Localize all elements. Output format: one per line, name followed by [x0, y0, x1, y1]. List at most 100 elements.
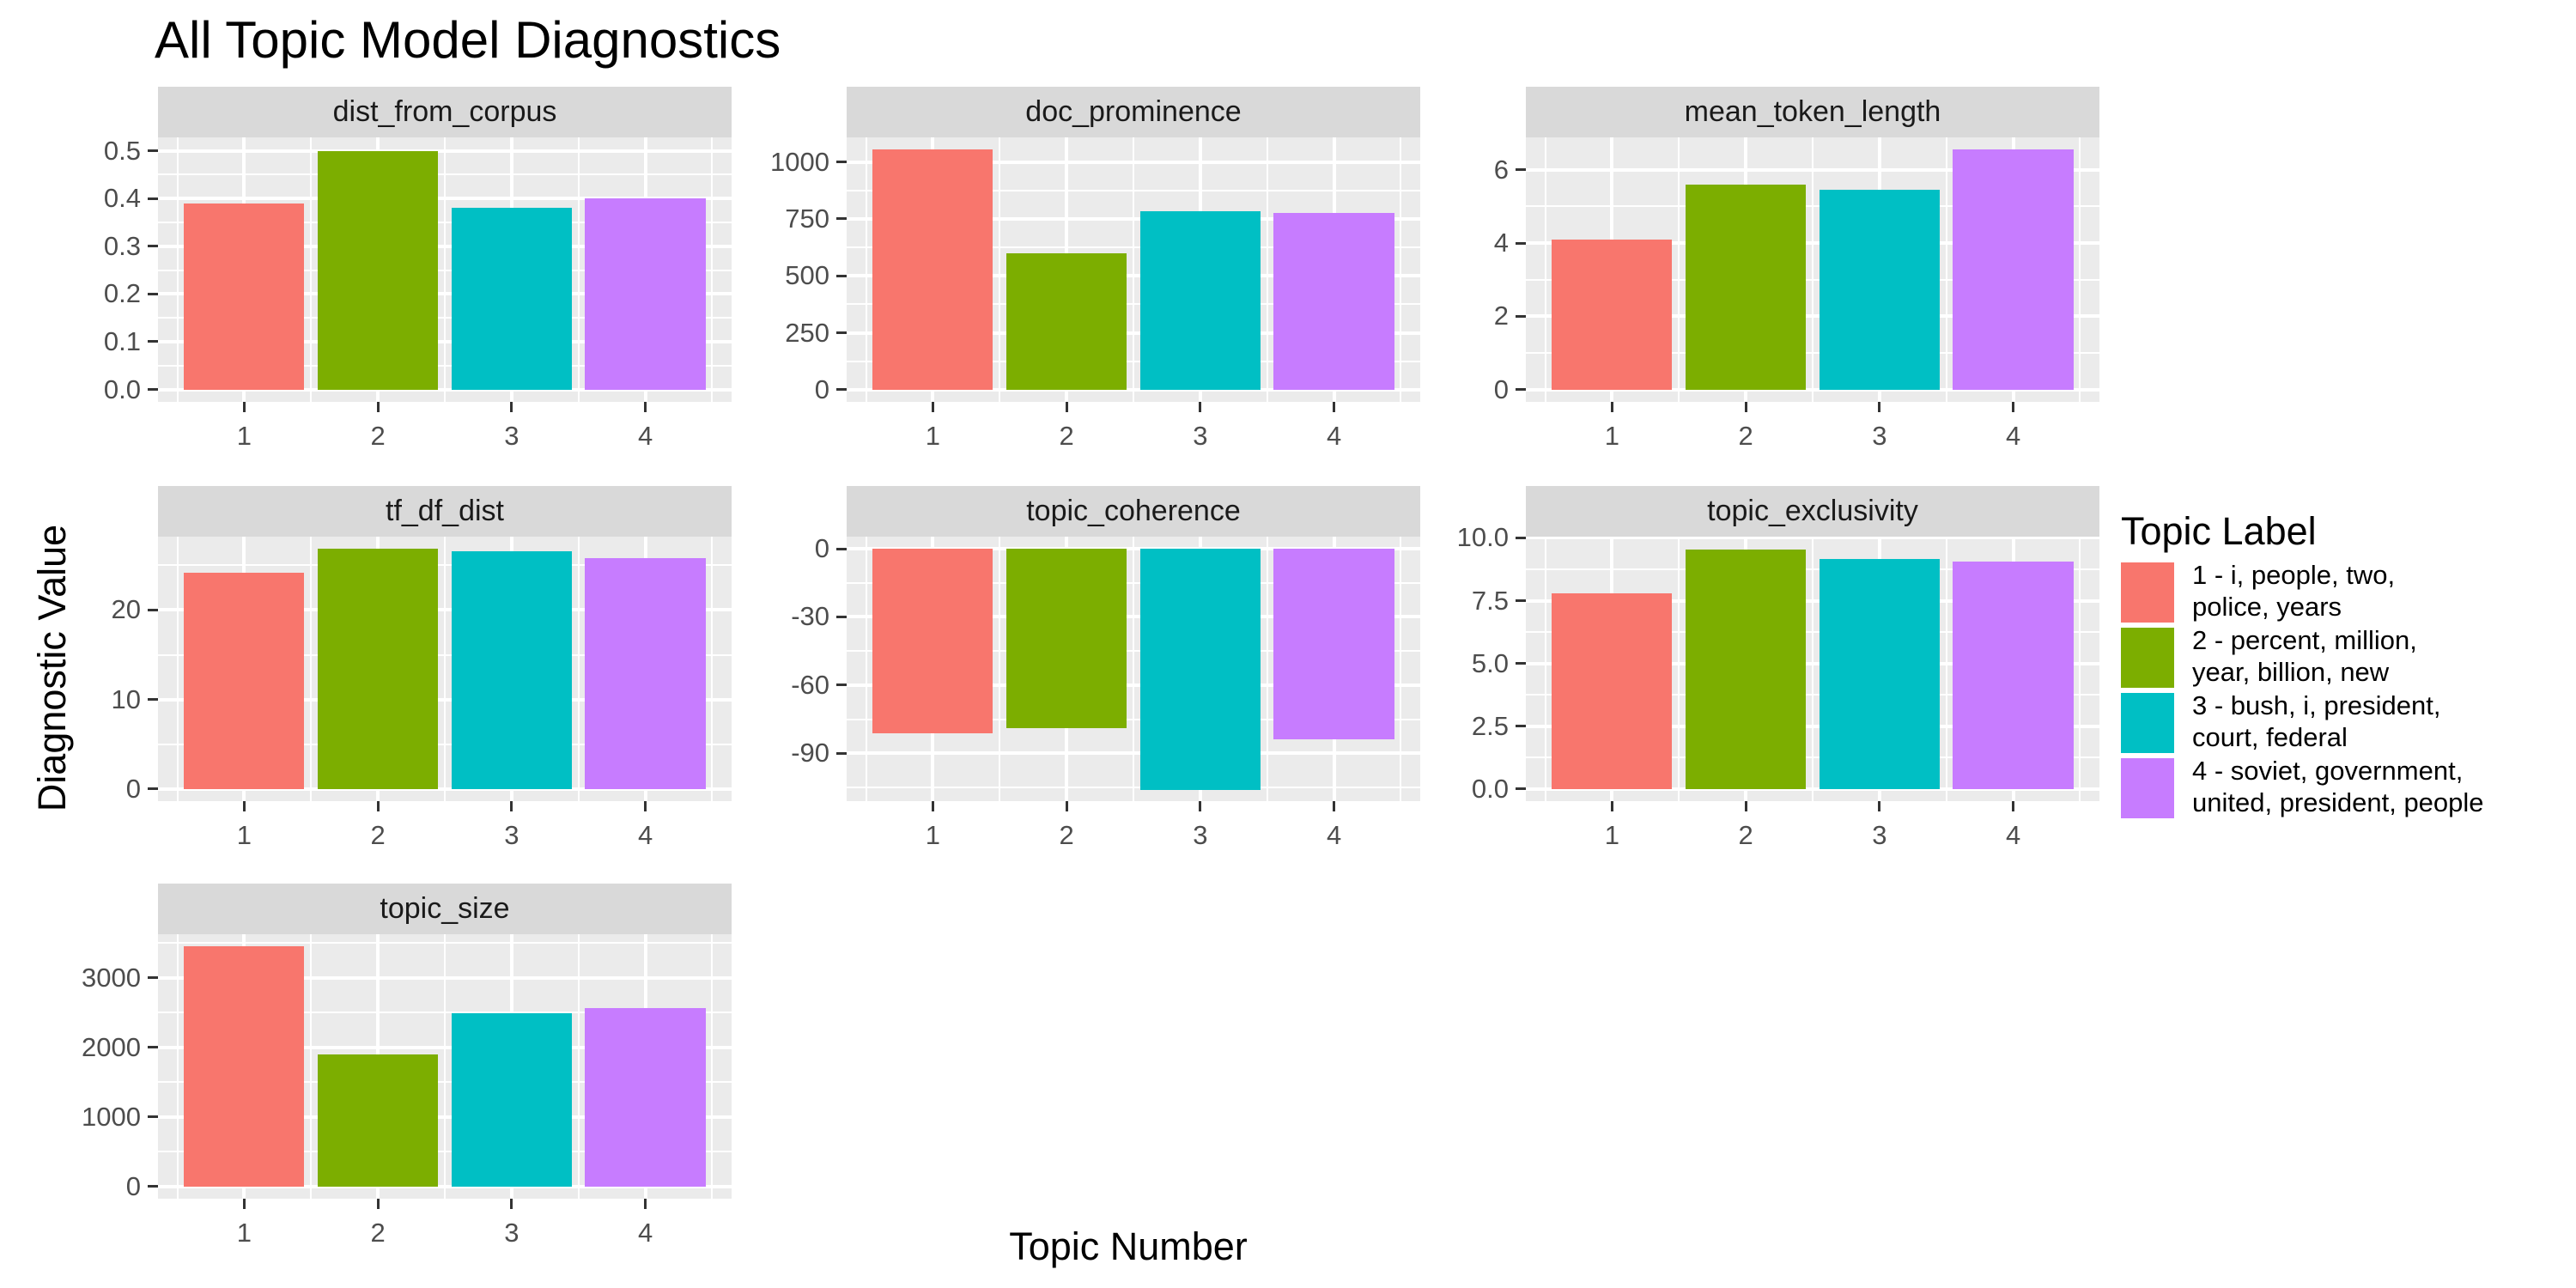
- x-tick-mark: [1878, 801, 1881, 811]
- legend-entry-line: 1 - i, people, two,: [2192, 560, 2396, 590]
- x-tick-label: 2: [1059, 421, 1074, 451]
- gridline-major-h: [158, 1045, 732, 1049]
- y-tick-mark: [836, 547, 847, 550]
- gridline-minor-v: [1945, 537, 1947, 801]
- gridline-minor-v: [1945, 137, 1947, 402]
- bar-topic-3: [1139, 549, 1261, 790]
- bar-topic-1: [184, 572, 305, 789]
- y-tick-mark: [1516, 787, 1526, 791]
- bar-topic-1: [1552, 239, 1673, 390]
- gridline-minor-v: [176, 137, 179, 402]
- x-tick-mark: [1199, 801, 1202, 811]
- facet-strip-label: topic_coherence: [1026, 495, 1241, 527]
- gridline-major-h: [1526, 537, 2099, 540]
- y-tick-mark: [148, 245, 158, 248]
- legend-entry-label: 2 - percent, million, year, billion, new: [2192, 624, 2417, 688]
- y-tick-mark: [836, 683, 847, 687]
- y-tick-label: 0: [1493, 374, 1509, 404]
- x-tick-mark: [1878, 402, 1881, 412]
- y-tick-mark: [148, 608, 158, 611]
- gridline-major-h: [1526, 598, 2099, 603]
- gridline-major-h: [158, 149, 732, 153]
- gridline-minor-v: [999, 137, 1001, 402]
- facet-strip-label: doc_prominence: [1025, 95, 1242, 128]
- x-tick-label: 3: [1872, 820, 1887, 850]
- y-tick-mark: [1516, 599, 1526, 603]
- gridline-minor-v: [577, 137, 580, 402]
- y-tick-mark: [1516, 388, 1526, 392]
- y-tick-label: 0.5: [103, 135, 141, 166]
- y-tick-mark: [1516, 725, 1526, 728]
- gridline-major-h: [158, 608, 732, 612]
- y-tick-label: 2.5: [1471, 710, 1509, 741]
- y-tick-label: 0.4: [103, 183, 141, 214]
- gridline-minor-v: [1678, 137, 1680, 402]
- bar-topic-4: [1953, 149, 2074, 390]
- legend-entry-line: police, years: [2192, 592, 2342, 622]
- y-tick-label: 3000: [82, 962, 141, 993]
- gridline-minor-v: [1678, 537, 1680, 801]
- gridline-minor-v: [444, 537, 446, 801]
- facet-panel: [158, 934, 732, 1199]
- gridline-minor-v: [310, 137, 313, 402]
- legend-entry-line: united, president, people: [2192, 787, 2484, 817]
- x-tick-label: 4: [637, 421, 653, 451]
- x-tick-label: 1: [236, 421, 252, 451]
- facet-panel: [847, 537, 1420, 801]
- bar-topic-2: [1686, 184, 1807, 390]
- gridline-major-h: [847, 387, 1420, 392]
- x-tick-mark: [1065, 402, 1068, 412]
- x-tick-mark: [644, 402, 647, 412]
- bar-topic-2: [1006, 549, 1127, 729]
- x-tick-mark: [2012, 801, 2015, 811]
- y-tick-label: 2000: [82, 1031, 141, 1062]
- x-tick-mark: [2012, 402, 2015, 412]
- x-tick-mark: [1333, 402, 1336, 412]
- legend-title: Topic Label: [2121, 509, 2317, 553]
- bar-topic-4: [1953, 562, 2074, 789]
- x-tick-label: 4: [1326, 820, 1342, 850]
- y-tick-label: 2: [1493, 301, 1509, 331]
- bar-topic-3: [1819, 190, 1940, 390]
- legend-entry-label: 1 - i, people, two, police, years: [2192, 559, 2395, 623]
- x-tick-label: 2: [1738, 421, 1753, 451]
- y-tick-label: 10: [111, 683, 141, 714]
- x-tick-label: 1: [925, 820, 941, 850]
- x-tick-mark: [1610, 801, 1613, 811]
- x-tick-label: 2: [1059, 820, 1074, 850]
- gridline-major-h: [1526, 167, 2099, 172]
- bar-topic-4: [1273, 213, 1394, 390]
- facet-panel: [1526, 137, 2099, 402]
- gridline-minor-v: [865, 537, 867, 801]
- gridline-major-h: [158, 975, 732, 980]
- x-tick-label: 1: [1604, 421, 1620, 451]
- bar-topic-4: [585, 1007, 706, 1187]
- gridline-minor-v: [1812, 137, 1814, 402]
- y-tick-mark: [836, 615, 847, 618]
- y-tick-mark: [836, 331, 847, 335]
- gridline-minor-v: [176, 934, 179, 1199]
- facet-strip-label: topic_exclusivity: [1707, 495, 1918, 527]
- gridline-minor-v: [1133, 537, 1134, 801]
- x-tick-mark: [510, 402, 513, 412]
- legend-entry-line: 2 - percent, million,: [2192, 625, 2417, 655]
- x-tick-label: 3: [504, 1218, 519, 1248]
- facet-strip: tf_df_dist: [158, 486, 732, 537]
- x-tick-mark: [1744, 801, 1747, 811]
- y-tick-mark: [836, 751, 847, 755]
- x-tick-label: 1: [236, 820, 252, 850]
- bar-topic-1: [184, 203, 305, 390]
- gridline-minor-v: [1266, 537, 1268, 801]
- bar-topic-3: [1139, 210, 1261, 390]
- x-tick-mark: [1065, 801, 1068, 811]
- gridline-major-h: [847, 331, 1420, 335]
- y-tick-mark: [148, 292, 158, 295]
- gridline-major-h: [1526, 661, 2099, 665]
- y-tick-mark: [836, 161, 847, 164]
- y-tick-label: -90: [791, 738, 829, 769]
- bar-topic-4: [585, 198, 706, 390]
- facet-strip-label: dist_from_corpus: [332, 95, 557, 128]
- bar-topic-2: [318, 548, 439, 789]
- y-tick-label: 0.0: [1471, 773, 1509, 804]
